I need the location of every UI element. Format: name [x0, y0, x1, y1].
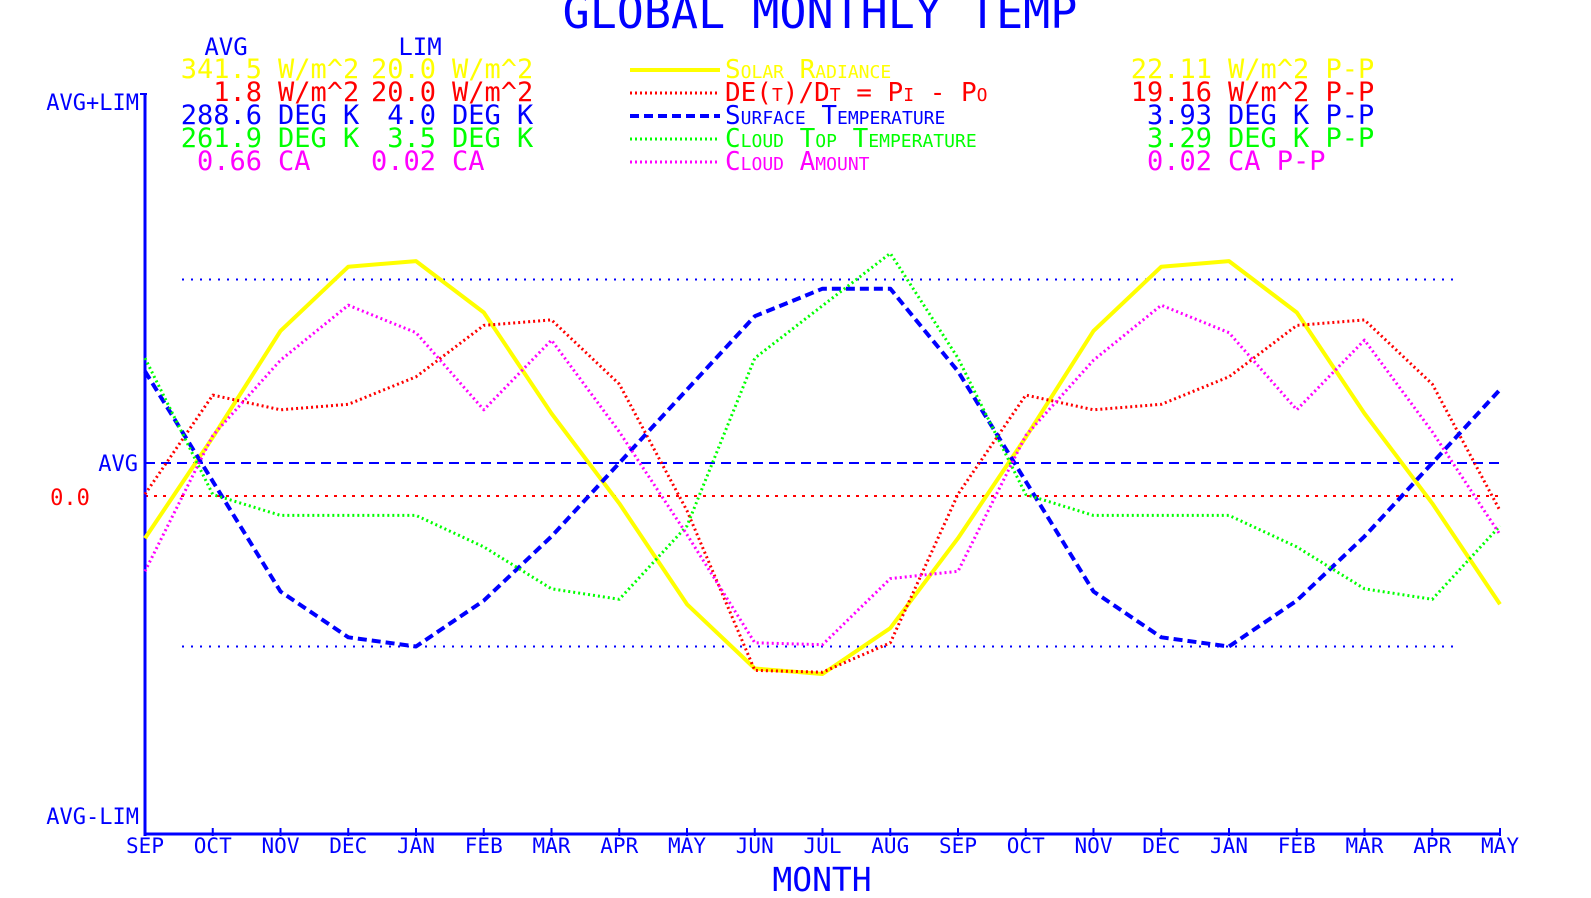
series-lines — [143, 251, 1502, 676]
x-tick-label: JAN — [397, 834, 435, 858]
series-line-2 — [143, 286, 1502, 649]
y-label-avg: AVG — [98, 452, 138, 477]
lim-value: 3.5 — [387, 123, 436, 154]
pp-value: 22.11 — [1131, 54, 1212, 85]
avg-unit: CA — [278, 146, 311, 177]
avg-unit: W/m^2 — [278, 54, 359, 85]
x-tick-label: JUL — [804, 834, 842, 858]
x-tick-label: SEP — [939, 834, 977, 858]
x-tick-label: MAR — [1346, 834, 1384, 858]
x-tick-label: MAY — [668, 834, 706, 858]
lim-value: 0.02 — [371, 146, 436, 177]
lim-unit: CA — [452, 146, 485, 177]
x-tick-label: MAY — [1481, 834, 1519, 858]
y-label-zero: 0.0 — [50, 486, 90, 511]
pp-value: 19.16 — [1131, 77, 1212, 108]
x-ticks — [144, 828, 1501, 836]
lim-value: 4.0 — [387, 100, 436, 131]
reference-lines — [145, 278, 1500, 648]
avg-value: 261.9 — [181, 123, 262, 154]
x-tick-label: NOV — [262, 834, 300, 858]
legend-label: Surface Temperature — [725, 101, 945, 131]
y-label-bottom: AVG-LIM — [46, 805, 139, 830]
avg-unit: DEG K — [278, 100, 360, 131]
avg-value: 341.5 — [181, 54, 262, 85]
x-tick-label: APR — [1413, 834, 1451, 858]
pp-unit: DEG K P-P — [1228, 123, 1374, 154]
legend-label: Cloud Top Temperature — [725, 124, 977, 154]
y-label-top: AVG+LIM — [46, 91, 139, 116]
lim-unit: W/m^2 — [452, 54, 533, 85]
avg-value: 0.66 — [197, 146, 262, 177]
legend-label: Cloud Amount — [725, 147, 870, 177]
x-tick-labels: SEP OCT NOV DEC JAN FEB MAR APR MAY JUN JUL AUG SEP O… — [126, 834, 1519, 858]
pp-unit: CA P-P — [1228, 146, 1326, 177]
x-tick-label: JUN — [736, 834, 774, 858]
avg-header: AVG — [204, 33, 247, 61]
avg-unit: DEG K — [278, 123, 360, 154]
pp-unit: W/m^2 P-P — [1228, 77, 1374, 108]
legend-row: 261.9 DEG K 3.5 DEG K Cloud Top Temperature 3… — [181, 123, 1375, 154]
legend-label: DE(t)/Dt = Pi - Po — [725, 78, 988, 108]
series-line-0 — [143, 259, 1502, 676]
pp-value: 3.29 — [1147, 123, 1212, 154]
lim-unit: W/m^2 — [452, 77, 533, 108]
x-tick-label: APR — [600, 834, 638, 858]
x-tick-label: AUG — [871, 834, 909, 858]
x-tick-label: FEB — [1278, 834, 1316, 858]
x-tick-label: FEB — [465, 834, 503, 858]
x-axis-label: MONTH — [772, 860, 871, 898]
avg-value: 1.8 — [213, 77, 262, 108]
lim-header: LIM — [398, 33, 441, 61]
series-line-4 — [143, 303, 1502, 647]
x-tick-label: DEC — [1142, 834, 1180, 858]
legend-row: 288.6 DEG K 4.0 DEG K Surface Temperature 3.9… — [181, 100, 1375, 131]
lim-value: 20.0 — [371, 77, 436, 108]
avg-value: 288.6 — [181, 100, 262, 131]
avg-unit: W/m^2 — [278, 77, 359, 108]
lim-unit: DEG K — [452, 100, 534, 131]
lim-unit: DEG K — [452, 123, 534, 154]
x-tick-label: MAR — [533, 834, 571, 858]
legend-row: 0.66 CA 0.02 CA Cloud Amount 0.02 CA P-P — [197, 146, 1326, 177]
x-tick-label: JAN — [1210, 834, 1248, 858]
x-tick-label: NOV — [1075, 834, 1113, 858]
pp-value: 3.93 — [1147, 100, 1212, 131]
legend-row: 341.5 W/m^2 20.0 W/m^2 Solar Radiance 22.11 W/… — [181, 54, 1375, 85]
legend: 341.5 W/m^2 20.0 W/m^2 Solar Radiance 22.11 W/… — [181, 54, 1375, 177]
x-tick-label: OCT — [194, 834, 232, 858]
pp-unit: DEG K P-P — [1228, 100, 1374, 131]
chart-title: GLOBAL MONTHLY TEMP — [563, 0, 1078, 39]
pp-unit: W/m^2 P-P — [1228, 54, 1374, 85]
pp-value: 0.02 — [1147, 146, 1212, 177]
legend-row: 1.8 W/m^2 20.0 W/m^2 DE(t)/Dt = Pi - Po 19.16… — [213, 77, 1374, 108]
legend-label: Solar Radiance — [725, 55, 891, 85]
lim-value: 20.0 — [371, 54, 436, 85]
x-tick-label: DEC — [329, 834, 367, 858]
x-tick-label: OCT — [1007, 834, 1045, 858]
x-tick-label: SEP — [126, 834, 164, 858]
